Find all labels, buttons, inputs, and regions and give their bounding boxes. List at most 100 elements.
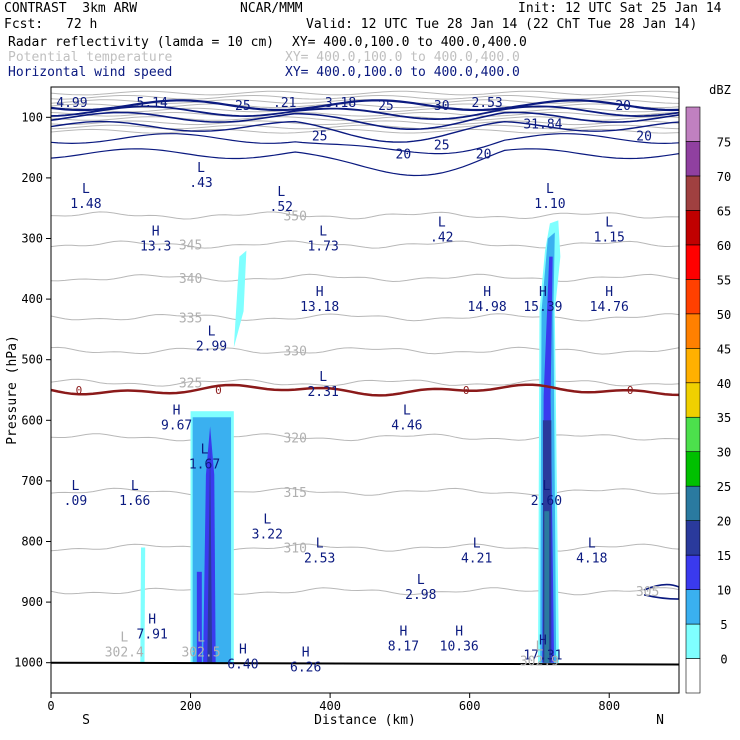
- wind-speed-label: 31.84: [523, 117, 562, 132]
- extremum-type: L: [546, 182, 554, 197]
- wind-speed-label: 25: [312, 129, 328, 144]
- extremum-value: 8.17: [388, 639, 419, 654]
- theta-contour-upper: [51, 120, 679, 126]
- colorbar-label: 60: [717, 239, 731, 253]
- extremum-type: H: [483, 285, 491, 300]
- colorbar-swatch: [685, 451, 701, 487]
- extremum-type: H: [539, 285, 547, 300]
- wind-speed-contour: [51, 111, 679, 130]
- extremum-type: H: [173, 403, 181, 418]
- wind-speed-label: 30: [434, 99, 450, 114]
- freezing-level-label: 0: [463, 384, 470, 397]
- colorbar-swatch: [685, 175, 701, 211]
- extremum-type: H: [302, 646, 310, 661]
- extremum-value: 9.67: [161, 418, 192, 433]
- theta-label-305: 305: [636, 585, 659, 600]
- init-time: Init: 12 UTC Sat 25 Jan 14: [518, 1, 722, 16]
- colorbar-label: 70: [717, 170, 731, 184]
- colorbar-swatch: [685, 589, 701, 625]
- extremum-value: 6.26: [290, 661, 321, 676]
- extremum-type: L: [438, 215, 446, 230]
- theta-label-335: 335: [179, 311, 202, 326]
- theta-label-310: 310: [283, 542, 306, 557]
- colorbar-label: 45: [717, 342, 731, 356]
- theta-label-340: 340: [179, 272, 202, 287]
- theta-contour-340: [51, 273, 679, 283]
- extremum-value: 10.36: [440, 639, 479, 654]
- theta-contour-315: [51, 487, 679, 496]
- extremum-type: L: [120, 631, 128, 646]
- colorbar-label: 35: [717, 411, 731, 425]
- freezing-level-line: [51, 383, 679, 397]
- colorbar-swatch: [685, 279, 701, 315]
- colorbar-swatch: [685, 520, 701, 556]
- extremum-value: .42: [430, 230, 453, 245]
- colorbar-label: 20: [717, 515, 731, 529]
- wind-speed-contour: [643, 583, 679, 600]
- colorbar-label: 50: [717, 308, 731, 322]
- theta-contour-325: [51, 378, 679, 387]
- colorbar-label: 40: [717, 377, 731, 391]
- colorbar-swatch: [685, 554, 701, 590]
- extremum-value: 7.91: [137, 627, 168, 642]
- colorbar-unit: dBZ: [709, 83, 731, 97]
- extremum-type: H: [148, 612, 156, 627]
- y-tick-label: 200: [21, 171, 43, 185]
- valid-time: Valid: 12 UTC Tue 28 Jan 14 (22 ChT Tue …: [306, 17, 698, 32]
- extremum-value: 6.40: [227, 658, 258, 673]
- extremum-type: L: [319, 370, 327, 385]
- wind-speed-label: 25: [434, 139, 450, 154]
- extremum-type: H: [605, 285, 613, 300]
- colorbar-swatch: [685, 485, 701, 521]
- extremum-type: L: [197, 631, 205, 646]
- wind-speed-contour: [51, 133, 679, 155]
- colorbar-swatch: [685, 382, 701, 418]
- extremum-type: H: [239, 643, 247, 658]
- theta-contour-upper: [51, 112, 679, 117]
- x-tick-label: 200: [180, 699, 202, 713]
- theta-contour-330: [51, 346, 679, 355]
- extremum-value: 302.9: [520, 655, 559, 670]
- colorbar-swatch: [685, 658, 701, 694]
- x-tick-label: 600: [459, 699, 481, 713]
- wind-speed-label: 20: [476, 148, 492, 163]
- extremum-type: L: [473, 537, 481, 552]
- y-tick-label: 1000: [14, 656, 43, 670]
- extremum-value: 4.21: [461, 552, 492, 567]
- extremum-value: 2.31: [307, 385, 338, 400]
- colorbar-swatch: [685, 106, 701, 142]
- wind-speed-contour: [51, 148, 679, 177]
- reflectivity-anvil: [233, 250, 247, 348]
- extremum-type: L: [197, 161, 205, 176]
- reflectivity-column-15dbz: [196, 571, 202, 663]
- extremum-type: L: [588, 537, 596, 552]
- y-tick-label: 300: [21, 232, 43, 246]
- freezing-level-label: 0: [76, 384, 83, 397]
- extremum-type: L: [208, 325, 216, 340]
- colorbar-swatch: [685, 141, 701, 177]
- chart-title: CONTRAST 3km ARW: [4, 1, 138, 16]
- theta-label-330: 330: [283, 345, 306, 360]
- surface-line: [51, 661, 679, 666]
- wind-speed-label: 3.18: [325, 96, 356, 111]
- extremum-type: H: [152, 225, 160, 240]
- extremum-type: L: [543, 479, 551, 494]
- extremum-value: 1.73: [307, 240, 338, 255]
- extremum-value: 3.22: [252, 527, 283, 542]
- field-theta: Potential temperature: [8, 50, 173, 65]
- reflectivity-shallow-cell: [140, 547, 146, 663]
- extremum-value: 1.66: [119, 494, 150, 509]
- forecast-hours: 72 h: [66, 17, 98, 32]
- extremum-value: 4.18: [576, 552, 607, 567]
- theta-contour-upper: [51, 90, 679, 96]
- extremum-type: H: [539, 634, 547, 649]
- wind-speed-contour: [51, 120, 679, 143]
- colorbar-label: 30: [717, 446, 731, 460]
- field-theta-xy: XY= 400.0,100.0 to 400.0,400.0: [285, 50, 520, 65]
- extremum-type: H: [399, 624, 407, 639]
- colorbar-swatch: [685, 623, 701, 659]
- extremum-type: L: [417, 573, 425, 588]
- x-axis-start-label: S: [82, 713, 90, 728]
- wind-speed-label: 2.53: [471, 96, 502, 111]
